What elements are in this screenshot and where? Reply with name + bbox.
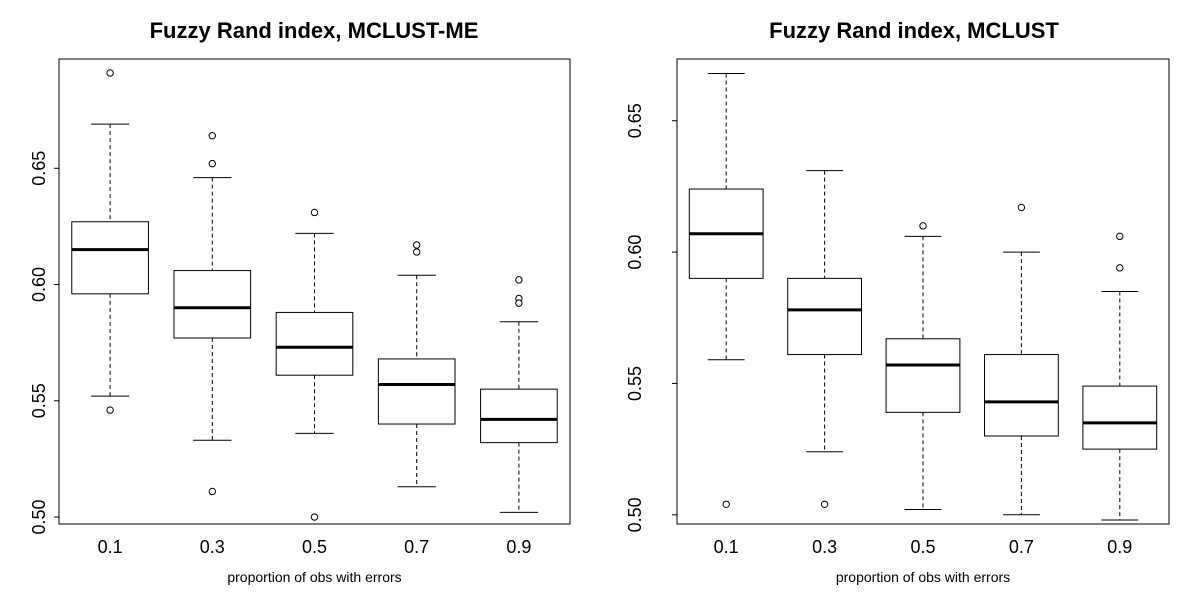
- box-group-0_7: [984, 203, 1059, 516]
- y-tick-label: 0.55: [625, 366, 645, 401]
- x-tick-label: 0.7: [1009, 537, 1034, 557]
- x-axis-label: proportion of obs with errors: [227, 569, 401, 585]
- y-tick-label: 0.50: [29, 500, 49, 535]
- chart-title: Fuzzy Rand index, MCLUST-ME: [150, 18, 479, 43]
- box-group-0_5: [275, 208, 354, 521]
- iqr-box: [71, 221, 149, 295]
- box-group-0_5: [885, 222, 961, 511]
- outlier-point: [1017, 203, 1026, 212]
- y-tick-label: 0.65: [29, 151, 49, 186]
- outlier-point: [310, 208, 319, 217]
- outlier-point: [515, 299, 523, 307]
- x-tick-label: 0.3: [200, 537, 225, 557]
- y-tick-label: 0.55: [29, 383, 49, 418]
- outlier-point: [413, 248, 421, 256]
- outlier-point: [106, 406, 114, 414]
- box-group-0_1: [71, 69, 149, 414]
- boxplot-panel-mclust: Fuzzy Rand index, MCLUST 0.50 0.55 0.60 0.65…: [625, 18, 1170, 585]
- box-group-0_1: [688, 72, 764, 508]
- x-tick-label: 0.5: [910, 537, 935, 557]
- iqr-box: [377, 358, 456, 425]
- x-tick-label: 0.3: [812, 537, 837, 557]
- y-tick-label: 0.65: [625, 103, 645, 138]
- outlier-point: [413, 241, 421, 249]
- iqr-box: [787, 277, 863, 356]
- x-tick-label: 0.7: [404, 537, 429, 557]
- box-group-0_3: [173, 132, 252, 496]
- box-group-0_9: [480, 276, 558, 513]
- iqr-box: [275, 311, 354, 376]
- x-tick-label: 0.5: [302, 537, 327, 557]
- y-tick-label: 0.60: [625, 235, 645, 270]
- iqr-box: [885, 338, 961, 413]
- box-group-0_7: [377, 241, 456, 488]
- outlier-point: [208, 487, 217, 496]
- plot-frame: [676, 58, 1170, 525]
- iqr-box: [173, 270, 252, 339]
- x-axis-label: proportion of obs with errors: [836, 569, 1010, 585]
- outlier-point: [919, 222, 927, 230]
- outlier-point: [722, 500, 730, 508]
- outlier-point: [820, 500, 829, 508]
- x-tick-label: 0.9: [506, 537, 531, 557]
- box-group-0_9: [1082, 232, 1158, 521]
- x-tick-label: 0.1: [714, 537, 739, 557]
- iqr-box: [1082, 385, 1158, 450]
- boxplot-panel-mclust-me: Fuzzy Rand index, MCLUST-ME 0.50 0.55 0.60 0…: [29, 18, 571, 585]
- y-tick-label: 0.60: [29, 267, 49, 302]
- iqr-box: [480, 388, 558, 444]
- x-tick-label: 0.1: [98, 537, 123, 557]
- outlier-point: [208, 132, 217, 140]
- outlier-point: [1116, 232, 1124, 241]
- outlier-point: [310, 513, 319, 521]
- y-tick-label: 0.50: [625, 497, 645, 532]
- box-group-0_3: [787, 170, 863, 508]
- outlier-point: [1116, 264, 1124, 272]
- x-tick-label: 0.9: [1107, 537, 1132, 557]
- chart-title: Fuzzy Rand index, MCLUST: [769, 18, 1059, 43]
- outlier-point: [106, 69, 114, 77]
- plot-frame: [58, 58, 571, 525]
- outlier-point: [515, 276, 523, 284]
- iqr-box: [984, 354, 1059, 437]
- outlier-point: [208, 159, 217, 168]
